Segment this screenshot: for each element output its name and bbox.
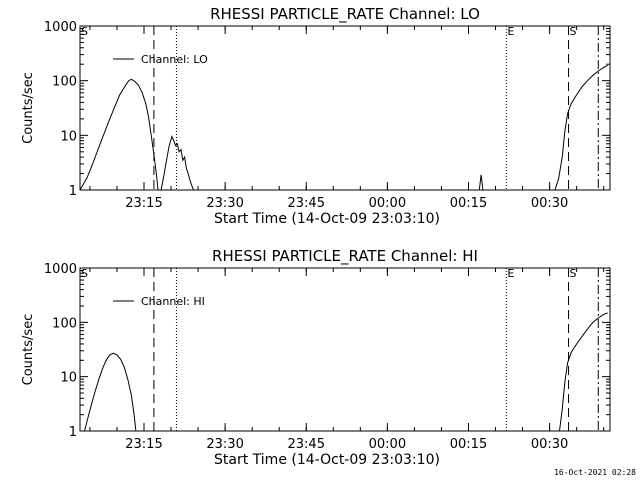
event-marker-label: S bbox=[570, 267, 577, 280]
chart-title: RHESSI PARTICLE_RATE Channel: HI bbox=[212, 247, 478, 266]
series-line bbox=[478, 174, 484, 191]
x-axis-label: Start Time (14-Oct-09 23:03:10) bbox=[214, 211, 440, 227]
y-tick-label: 10 bbox=[60, 371, 77, 386]
series-line bbox=[559, 312, 608, 432]
series-line bbox=[79, 78, 159, 191]
y-tick-label: 100 bbox=[52, 75, 77, 90]
series-line bbox=[160, 135, 195, 191]
x-tick-label: 23:15 bbox=[125, 437, 162, 452]
y-tick-label: 10 bbox=[60, 129, 77, 144]
x-tick-label: 00:15 bbox=[450, 196, 487, 211]
y-tick-label: 1 bbox=[69, 425, 77, 440]
plot-frame bbox=[79, 25, 611, 191]
x-axis-label: Start Time (14-Oct-09 23:03:10) bbox=[214, 452, 440, 468]
chart-title: RHESSI PARTICLE_RATE Channel: LO bbox=[210, 5, 480, 24]
event-marker-label: S bbox=[570, 25, 577, 38]
x-tick-label: 23:30 bbox=[206, 437, 243, 452]
plot-frame bbox=[79, 267, 611, 432]
x-tick-label: 00:00 bbox=[369, 196, 406, 211]
series-line bbox=[554, 64, 608, 191]
x-tick-label: 00:30 bbox=[531, 196, 568, 211]
legend-label: Channel: LO bbox=[141, 53, 208, 66]
series-line bbox=[84, 352, 137, 432]
y-tick-label: 1000 bbox=[44, 262, 77, 277]
y-axis-label: Counts/sec bbox=[21, 314, 36, 386]
footer-timestamp: 16-Oct-2021 02:28 bbox=[554, 468, 636, 477]
y-axis-label: Counts/sec bbox=[21, 72, 36, 144]
x-tick-label: 00:15 bbox=[450, 437, 487, 452]
x-tick-label: 23:45 bbox=[288, 437, 325, 452]
event-marker-label: S bbox=[81, 267, 88, 280]
event-marker-label: E bbox=[507, 25, 514, 38]
legend-label: Channel: HI bbox=[141, 295, 205, 308]
event-marker-label: E bbox=[507, 267, 514, 280]
y-tick-label: 100 bbox=[52, 316, 77, 331]
chart-panel: RHESSI PARTICLE_RATE Channel: LO 1 10 100 10… bbox=[21, 5, 611, 227]
y-tick-label: 1000 bbox=[44, 20, 77, 35]
event-marker-label: S bbox=[81, 25, 88, 38]
x-tick-label: 23:30 bbox=[206, 196, 243, 211]
x-tick-label: 23:45 bbox=[288, 196, 325, 211]
x-tick-label: 00:30 bbox=[531, 437, 568, 452]
x-tick-label: 23:15 bbox=[125, 196, 162, 211]
x-tick-label: 00:00 bbox=[369, 437, 406, 452]
y-tick-label: 1 bbox=[69, 184, 77, 199]
chart-panel: RHESSI PARTICLE_RATE Channel: HI 1 10 100 10… bbox=[21, 247, 611, 468]
